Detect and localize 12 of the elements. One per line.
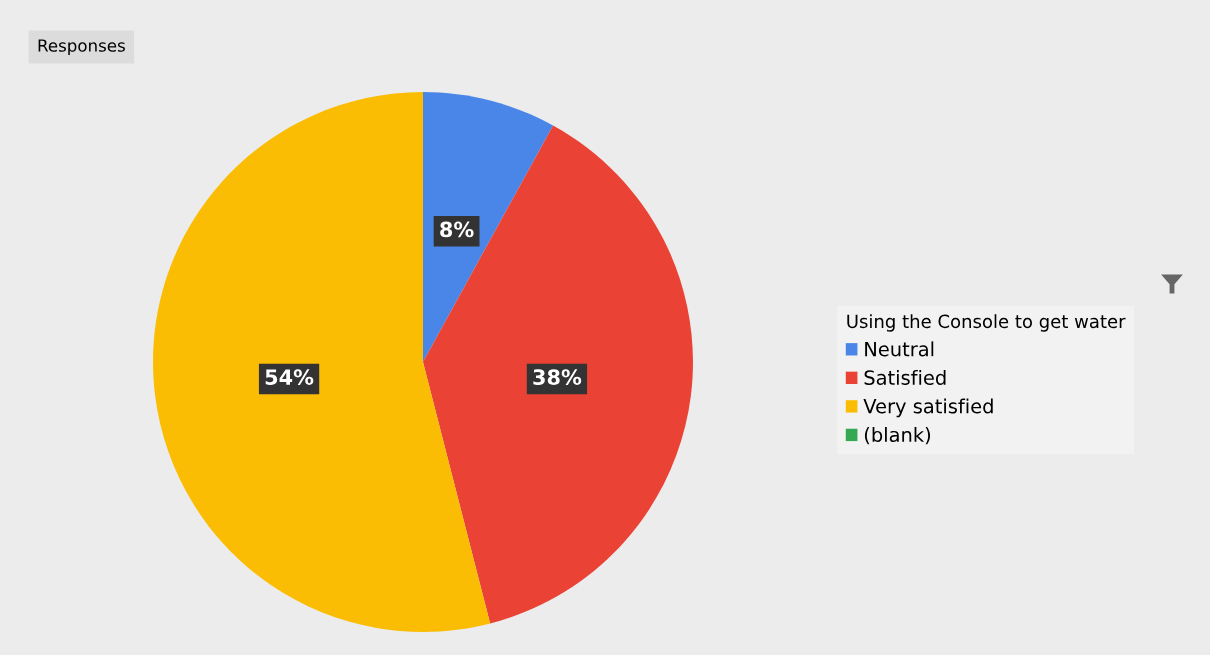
legend-label: Neutral bbox=[865, 341, 934, 357]
legend-label: (blank) bbox=[864, 427, 931, 445]
legend-title: Using the Console to get water bbox=[847, 314, 1126, 332]
data-label: 38% bbox=[533, 369, 582, 385]
legend-label: Satisfied bbox=[864, 369, 946, 385]
pie-slice bbox=[423, 92, 554, 362]
text: Responses bbox=[38, 39, 125, 56]
data-label: 8% bbox=[440, 221, 474, 238]
legend-label: Very satisfied bbox=[863, 398, 993, 418]
data-label: 54% bbox=[265, 369, 314, 385]
pie-slice bbox=[423, 125, 693, 624]
pie-slice bbox=[153, 92, 491, 632]
